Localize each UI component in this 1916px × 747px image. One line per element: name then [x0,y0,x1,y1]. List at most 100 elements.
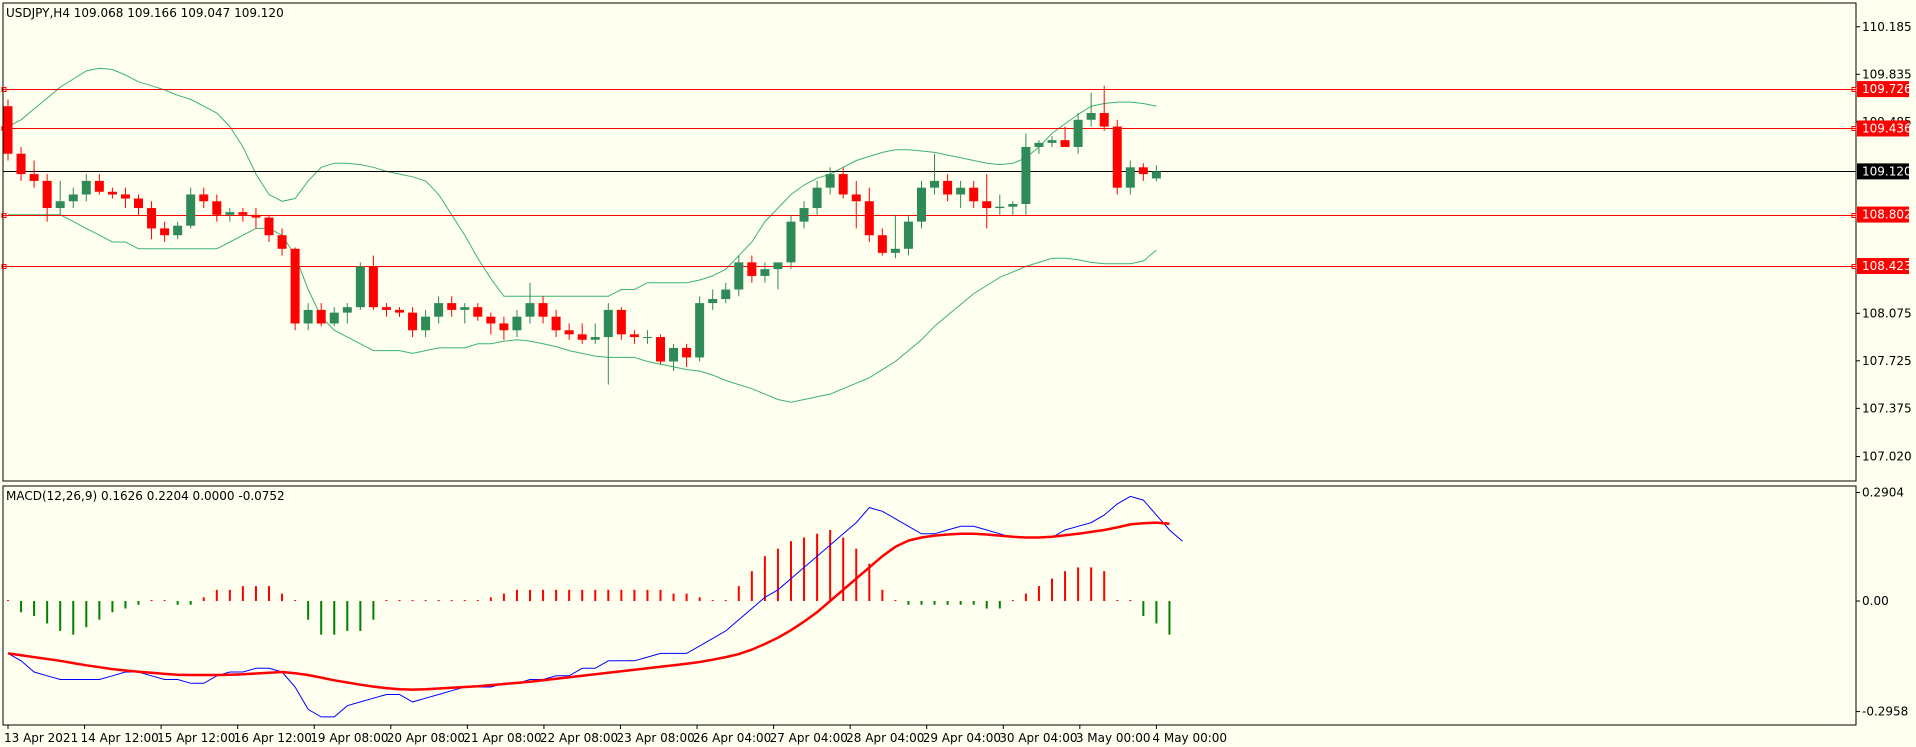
bull-candle [68,194,78,202]
bear-candle [395,309,404,313]
price-tick-label: 109.835 [1862,67,1912,81]
bull-candle [708,299,718,304]
macd-pane-frame [2,485,1857,726]
bear-candle [29,174,39,181]
time-tick-label: 21 Apr 08:00 [463,731,541,745]
bollinger-bands [7,67,1157,403]
price-tag-label: 109.726 [1862,82,1912,96]
bear-candle [551,316,561,331]
bear-candle [538,303,548,317]
bull-candle [1034,142,1044,147]
current-price-tag [1857,163,1909,180]
bull-candle [956,187,966,195]
level-line-handle [1,87,7,92]
bear-candle [682,347,692,358]
horizontal-levels[interactable] [1,87,1857,269]
bull-candle [890,248,900,253]
bear-candle [656,337,665,362]
bull-candle [917,187,926,222]
level-price-tag [1857,120,1909,137]
time-tick-label: 29 Apr 04:00 [923,731,1001,745]
bull-candle [434,303,444,317]
level-price-tag [1857,206,1909,223]
price-tag-label: 108.423 [1862,259,1912,273]
level-line-handle [1851,87,1857,92]
time-tick-label: 28 Apr 04:00 [846,731,924,745]
time-tick-label: 20 Apr 08:00 [387,731,465,745]
bear-candle [251,214,261,218]
bear-candle [316,309,326,324]
time-tick-label: 16 Apr 12:00 [234,731,312,745]
candles [3,85,1161,385]
bear-candle [277,235,287,249]
bull-candle [1008,203,1018,207]
bear-candle [16,153,26,175]
bear-candle [982,201,992,209]
macd-tick-label: -0.2958 [1862,705,1908,719]
bull-candle [669,347,679,362]
bear-candle [877,235,887,253]
macd-tick-label: 0.2904 [1862,486,1904,500]
time-tick-label: 23 Apr 08:00 [616,731,694,745]
bear-candle [564,330,574,335]
bull-candle [186,194,196,226]
bear-candle [290,248,300,324]
time-tick-label: 3 May 00:00 [1076,731,1151,745]
bull-candle [421,316,431,331]
bear-candle [160,228,170,236]
signal-line [7,521,1170,691]
bull-candle [642,337,652,339]
bear-candle [1138,167,1148,175]
bull-candle [1047,140,1057,143]
bear-candle [134,198,143,209]
bear-candle [577,334,587,340]
macd-pane[interactable]: MACD(12,26,9) 0.1626 0.2204 0.0000 -0.07… [2,485,1857,726]
level-line-handle [1851,126,1857,131]
bull-candle [603,309,613,338]
bull-candle [81,180,91,195]
bear-candle [212,201,222,215]
price-pane[interactable]: USDJPY,H4 109.068 109.166 109.047 109.12… [1,2,1857,482]
macd-histogram [7,530,1171,635]
bull-candle [303,309,313,324]
price-tick-label: 107.725 [1862,354,1912,368]
price-tag-label: 109.436 [1862,121,1912,135]
time-tick-label: 14 Apr 12:00 [81,731,159,745]
bull-candle [799,208,809,222]
time-tick-label: 4 May 00:00 [1152,731,1227,745]
bear-candle [1099,112,1109,127]
bull-candle [460,307,470,310]
macd-tick-label: 0.00 [1862,594,1889,608]
bull-candle [1086,112,1096,120]
bear-candle [851,194,861,202]
bull-candle [903,221,913,249]
price-pane-title: USDJPY,H4 109.068 109.166 109.047 109.12… [6,6,284,20]
bear-candle [499,323,509,331]
bull-candle [1151,171,1161,179]
bear-candle [629,334,639,338]
bull-candle [1073,119,1083,147]
bollinger-upper-band [7,67,1157,297]
bear-candle [107,191,117,195]
bear-candle [264,217,274,236]
bull-candle [930,180,940,188]
bear-candle [94,180,104,192]
bear-candle [1060,140,1070,147]
level-price-tag [1857,81,1909,98]
bear-candle [3,106,13,154]
time-tick-label: 27 Apr 04:00 [770,731,848,745]
bear-candle [747,262,757,276]
bull-candle [173,225,183,236]
bull-candle [760,269,770,276]
bear-candle [1112,126,1122,188]
bear-candle [238,212,248,215]
bull-candle [355,266,365,308]
bull-candle [995,206,1005,209]
bull-candle [225,212,235,215]
bollinger-lower-band [8,214,1157,403]
time-tick-label: 22 Apr 08:00 [540,731,618,745]
bull-candle [812,187,822,209]
